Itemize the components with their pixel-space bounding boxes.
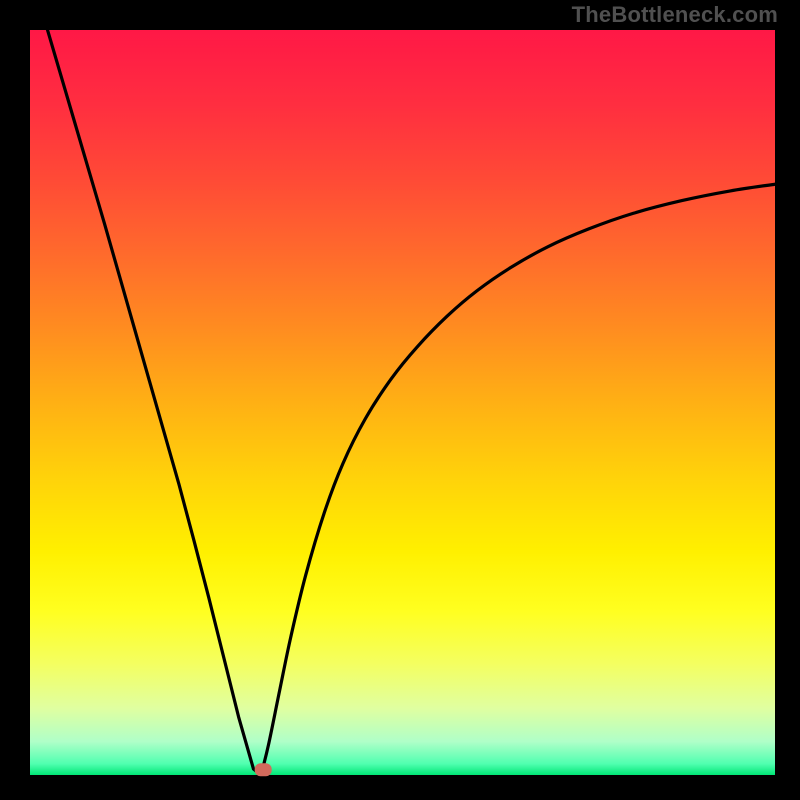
- outer-frame: TheBottleneck.com: [0, 0, 800, 800]
- chart-svg: [0, 0, 800, 800]
- watermark-text: TheBottleneck.com: [572, 2, 778, 28]
- valley-marker: [255, 763, 272, 776]
- gradient-background: [30, 30, 775, 775]
